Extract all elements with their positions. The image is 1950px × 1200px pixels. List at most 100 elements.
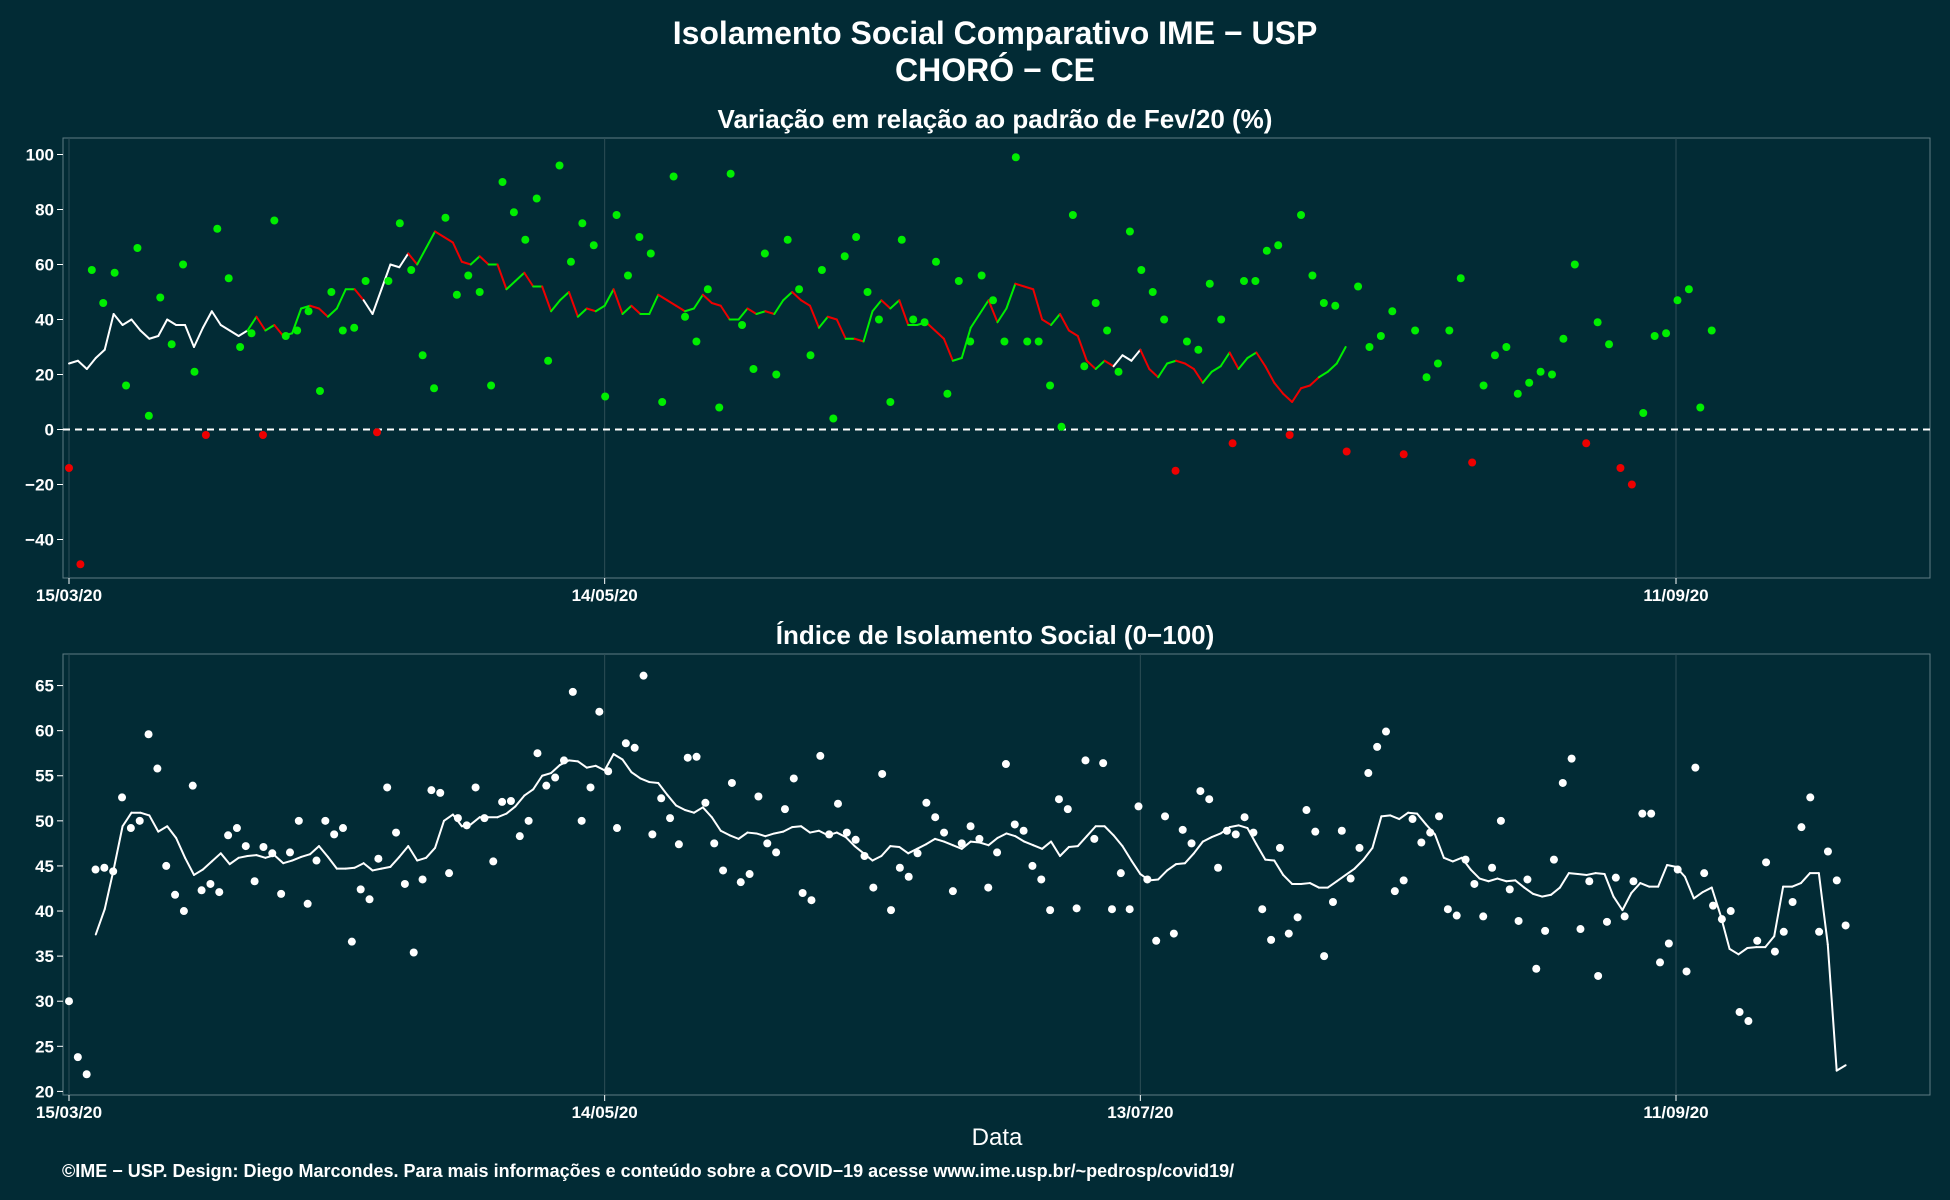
trend-segment bbox=[791, 825, 803, 829]
data-point bbox=[392, 828, 401, 837]
trend-segment bbox=[425, 230, 437, 249]
trend-segment bbox=[1264, 365, 1276, 384]
trend-segment bbox=[1585, 872, 1597, 876]
data-point bbox=[783, 235, 792, 244]
data-point bbox=[1399, 876, 1408, 885]
data-point bbox=[726, 169, 735, 178]
data-point bbox=[1214, 863, 1223, 872]
trend-segment bbox=[1541, 893, 1553, 898]
data-point bbox=[347, 937, 356, 946]
trend-segment bbox=[630, 771, 642, 780]
data-point bbox=[630, 743, 639, 752]
data-point bbox=[373, 428, 382, 437]
trend-segment bbox=[621, 758, 633, 774]
trend-segment bbox=[1255, 351, 1267, 368]
trend-segment bbox=[1112, 354, 1124, 368]
data-point bbox=[1346, 874, 1355, 883]
trend-segment bbox=[969, 313, 981, 329]
trend-segment bbox=[112, 313, 124, 326]
data-point bbox=[1445, 326, 1454, 335]
trend-segment bbox=[1621, 891, 1633, 912]
trend-segment bbox=[1728, 947, 1740, 956]
trend-segment bbox=[862, 310, 874, 343]
trend-segment bbox=[817, 315, 829, 329]
data-point bbox=[977, 271, 986, 280]
data-point bbox=[153, 764, 162, 773]
x-tick-label: 13/07/20 bbox=[1107, 1103, 1173, 1122]
data-point bbox=[612, 211, 621, 219]
trend-segment bbox=[1014, 835, 1026, 843]
trend-segment bbox=[916, 843, 928, 850]
trend-segment bbox=[1228, 824, 1240, 829]
data-point bbox=[1364, 769, 1373, 778]
data-point bbox=[1770, 947, 1779, 956]
trend-segment bbox=[416, 247, 428, 266]
data-point bbox=[304, 307, 313, 316]
data-point bbox=[1479, 381, 1488, 390]
trend-segment bbox=[567, 291, 579, 318]
trend-segment bbox=[344, 866, 356, 870]
trend-segment bbox=[933, 837, 945, 843]
trend-segment bbox=[434, 819, 445, 849]
trend-segment bbox=[210, 310, 222, 326]
data-point bbox=[1684, 285, 1693, 294]
data-point bbox=[1217, 315, 1226, 324]
trend-segment bbox=[1308, 882, 1320, 889]
trend-segment bbox=[871, 299, 883, 313]
trend-segment bbox=[907, 847, 919, 855]
data-point bbox=[542, 781, 551, 790]
data-point bbox=[1107, 905, 1116, 914]
data-point bbox=[909, 315, 918, 324]
trend-segment bbox=[1701, 886, 1713, 894]
data-point bbox=[1443, 905, 1452, 914]
trend-segment bbox=[442, 236, 454, 244]
trend-segment bbox=[603, 753, 615, 772]
data-point bbox=[1099, 759, 1108, 768]
trend-segment bbox=[853, 337, 865, 343]
data-point bbox=[1205, 795, 1214, 804]
trend-segment bbox=[246, 854, 258, 858]
data-point bbox=[789, 774, 798, 783]
trend-segment bbox=[148, 814, 160, 833]
data-point bbox=[1134, 802, 1143, 811]
trend-segment bbox=[1835, 1064, 1847, 1072]
data-point bbox=[1068, 211, 1077, 219]
data-point bbox=[816, 751, 825, 760]
data-point bbox=[1461, 855, 1470, 864]
x-tick-label: 14/05/20 bbox=[572, 586, 638, 605]
data-point bbox=[1034, 337, 1043, 346]
data-point bbox=[635, 233, 644, 241]
data-point bbox=[356, 885, 365, 894]
data-point bbox=[532, 194, 541, 203]
x-tick-label: 14/05/20 bbox=[572, 1103, 638, 1122]
data-point bbox=[1726, 907, 1735, 916]
trend-segment bbox=[184, 324, 195, 348]
trend-segment bbox=[1532, 892, 1544, 898]
data-point bbox=[73, 1053, 82, 1062]
trend-segment bbox=[407, 252, 419, 266]
trend-segment bbox=[1826, 943, 1838, 1072]
data-point bbox=[795, 285, 804, 294]
trend-segment bbox=[701, 806, 713, 819]
trend-segment bbox=[210, 852, 222, 863]
trend-segment bbox=[1799, 872, 1811, 885]
data-point bbox=[1399, 450, 1408, 459]
data-point bbox=[646, 249, 655, 258]
data-point bbox=[1090, 834, 1099, 843]
data-point bbox=[1354, 282, 1363, 291]
data-point bbox=[524, 816, 533, 825]
data-point bbox=[1152, 936, 1161, 945]
data-point bbox=[1057, 422, 1066, 431]
data-point bbox=[772, 848, 781, 857]
data-point bbox=[1815, 927, 1824, 936]
trend-segment bbox=[1282, 873, 1294, 885]
data-point bbox=[1435, 812, 1444, 821]
data-point bbox=[1753, 936, 1762, 945]
data-point bbox=[224, 274, 233, 283]
trend-segment bbox=[585, 307, 597, 313]
data-point bbox=[842, 828, 851, 837]
trend-segment bbox=[630, 304, 642, 315]
trend-segment bbox=[1335, 873, 1347, 883]
trend-segment bbox=[800, 825, 812, 834]
data-point bbox=[400, 879, 409, 888]
